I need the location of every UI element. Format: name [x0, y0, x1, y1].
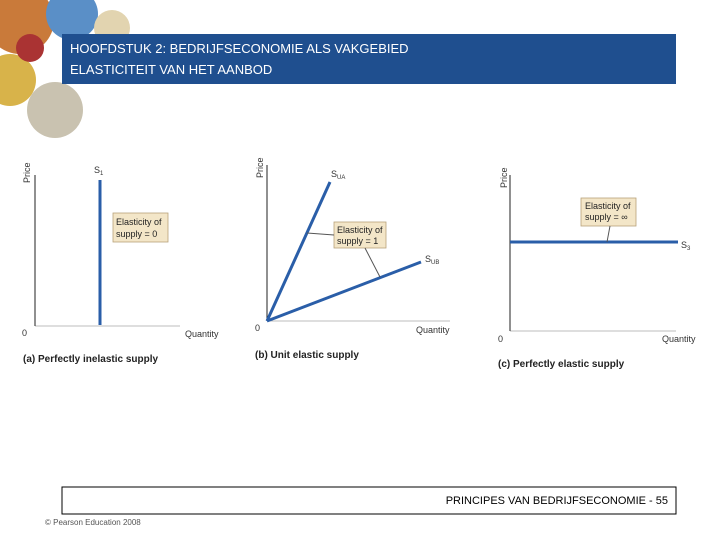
pointer [606, 225, 611, 243]
y-label: Price [499, 167, 509, 188]
supply-curve [266, 260, 422, 323]
marbles [0, 0, 130, 138]
curve-label: SUA [331, 169, 345, 181]
panel: Price 0 Quantity SUA SUB Elasticity of s… [255, 157, 450, 361]
curve-label: SUB [425, 254, 439, 266]
footer-box [61, 486, 677, 515]
curve-label: S1 [94, 165, 104, 177]
caption: (a) Perfectly inelastic supply [23, 354, 158, 365]
note: supply = 0 [116, 229, 157, 239]
header-line: HOOFDSTUK 2: BEDRIJFSECONOMIE ALS VAKGEB… [70, 41, 409, 56]
note-box [333, 221, 387, 249]
note-box [112, 212, 169, 243]
caption: (b) Unit elastic supply [255, 350, 359, 361]
copyright: © Pearson Education 2008 [45, 518, 141, 527]
x-label: Quantity [662, 334, 696, 344]
curve-label: S3 [681, 240, 691, 252]
pointer [306, 232, 335, 236]
y-label: Price [22, 162, 32, 183]
footer-text: PRINCIPES VAN BEDRIJFSECONOMIE - 55 [446, 495, 668, 507]
header-bar [62, 34, 676, 84]
note: Elasticity of [337, 225, 383, 235]
supply-curve [265, 181, 332, 322]
pointer [364, 247, 381, 278]
caption: (c) Perfectly elastic supply [498, 359, 625, 370]
origin: 0 [255, 323, 260, 333]
panel: Price 0 Quantity S3 Elasticity of supply… [498, 167, 696, 370]
note: supply = 1 [337, 236, 378, 246]
origin: 0 [22, 328, 27, 338]
note: Elasticity of [116, 217, 162, 227]
x-label: Quantity [416, 325, 450, 335]
note: supply = ∞ [585, 212, 628, 222]
x-label: Quantity [185, 329, 219, 339]
note-box [580, 197, 637, 227]
origin: 0 [498, 334, 503, 344]
y-label: Price [255, 157, 265, 178]
panel: Price 0 Quantity S1 Elasticity of supply… [22, 162, 219, 365]
header-line: ELASTICITEIT VAN HET AANBOD [70, 62, 272, 77]
note: Elasticity of [585, 201, 631, 211]
